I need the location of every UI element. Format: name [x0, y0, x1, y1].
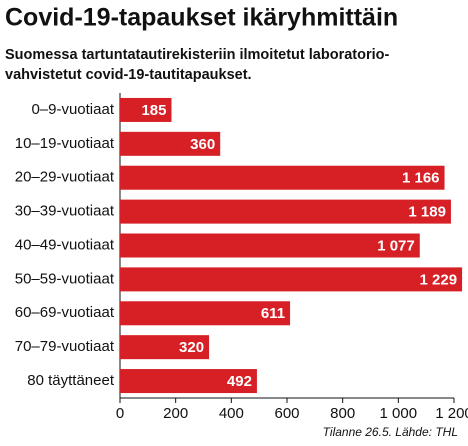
bar: [120, 131, 221, 156]
value-label: 1 229: [420, 271, 458, 288]
y-tick-label: 20–29-vuotiaat: [15, 169, 115, 186]
chart-subtitle: vahvistetut covid-19-tautitapaukset.: [5, 67, 252, 83]
y-tick-label: 40–49-vuotiaat: [15, 236, 115, 253]
y-tick-label: 0–9-vuotiaat: [31, 101, 114, 118]
chart-title: Covid-19-tapaukset ikäryhmittäin: [5, 4, 398, 32]
value-label: 1 166: [402, 170, 440, 187]
bar: [120, 199, 451, 224]
value-label: 185: [141, 102, 166, 119]
value-label: 320: [179, 339, 204, 356]
value-label: 1 077: [377, 237, 415, 254]
x-tick-label: 0: [116, 405, 124, 422]
y-tick-label: 10–19-vuotiaat: [15, 135, 115, 152]
bar: [120, 97, 172, 122]
value-label: 611: [261, 305, 285, 322]
x-tick-label: 800: [330, 405, 355, 422]
value-label: 1 189: [408, 204, 446, 221]
bar: [120, 233, 420, 258]
source-note: Tilanne 26.5. Lähde: THL: [323, 425, 458, 439]
y-tick-label: 30–39-vuotiaat: [15, 203, 115, 220]
value-label: 360: [190, 136, 215, 153]
bar: [120, 267, 463, 292]
bar: [120, 165, 445, 190]
y-tick-label: 80 täyttäneet: [27, 372, 115, 389]
x-tick-label: 400: [219, 405, 244, 422]
x-tick-label: 600: [274, 405, 299, 422]
bar: [120, 335, 210, 360]
y-tick-label: 70–79-vuotiaat: [15, 338, 115, 355]
bar: [120, 369, 257, 394]
bar: [120, 301, 291, 326]
x-tick-label: 1 200: [435, 405, 468, 422]
x-tick-label: 1 000: [380, 405, 418, 422]
value-label: 492: [227, 373, 252, 390]
y-tick-label: 60–69-vuotiaat: [15, 304, 115, 321]
x-tick-label: 200: [163, 405, 188, 422]
y-tick-label: 50–59-vuotiaat: [15, 270, 115, 287]
chart-subtitle: Suomessa tartuntatautirekisteriin ilmoit…: [5, 47, 389, 63]
